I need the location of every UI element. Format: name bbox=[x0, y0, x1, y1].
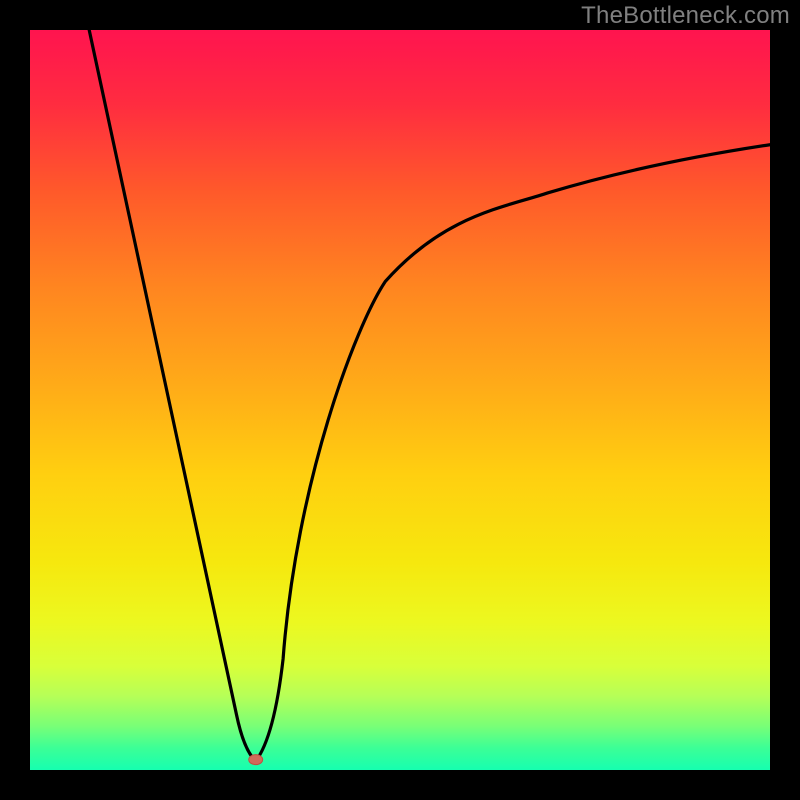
vertex-marker bbox=[249, 755, 263, 765]
plot-area bbox=[30, 30, 770, 770]
watermark-label: TheBottleneck.com bbox=[581, 2, 790, 30]
chart-frame: TheBottleneck.com bbox=[0, 0, 800, 800]
curve-layer bbox=[30, 30, 770, 770]
bottleneck-curve bbox=[89, 30, 770, 761]
